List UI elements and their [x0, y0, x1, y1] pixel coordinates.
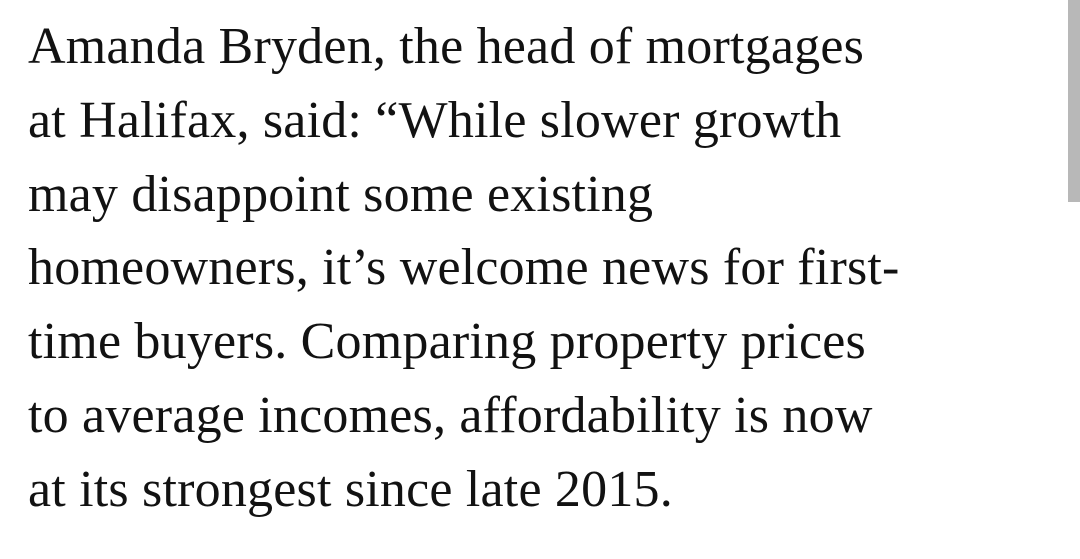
text-line: at its strongest since late 2015. — [28, 460, 673, 518]
text-line: time buyers. Comparing property prices — [28, 313, 866, 371]
text-line: at Halifax, said: “While slower growth — [28, 91, 842, 149]
article-paragraph: Amanda Bryden, the head of mortgages at H… — [28, 10, 1064, 527]
scrollbar[interactable] — [1068, 0, 1080, 202]
text-line: Amanda Bryden, the head of mortgages — [28, 18, 865, 75]
text-line: homeowners, it’s welcome news for first- — [28, 239, 900, 297]
text-line: to average incomes, affordability is now — [28, 386, 873, 444]
text-line: may disappoint some existing — [28, 165, 654, 223]
